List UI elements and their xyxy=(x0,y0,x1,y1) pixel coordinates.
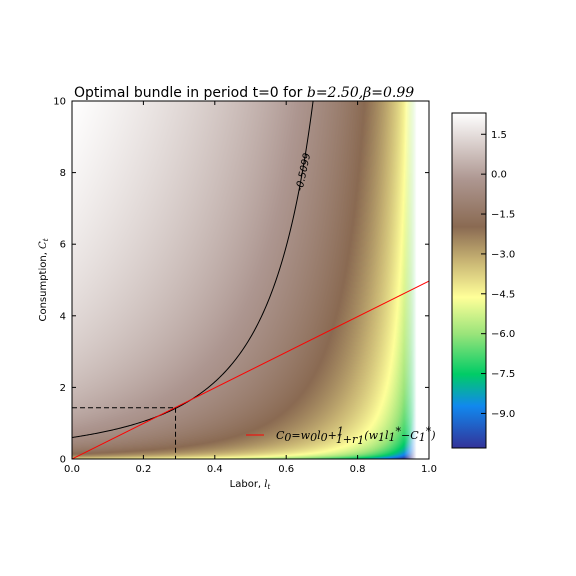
legend: C0=w0l0+1 1+r1(w1l1*−C1*) xyxy=(246,425,435,447)
heatmap-area xyxy=(72,101,429,459)
x-tick-label: 0.8 xyxy=(350,464,366,475)
y-tick-label: 4 xyxy=(60,311,66,322)
legend-label-budget: C0=w0l0+1 1+r1(w1l1*−C1*) xyxy=(276,425,435,447)
colorbar-tick-label: −3.0 xyxy=(491,249,515,260)
x-tick-label: 1.0 xyxy=(421,464,437,475)
colorbar-tick-label: 1.5 xyxy=(491,130,507,141)
y-tick-label: 0 xyxy=(60,455,66,466)
x-axis-label: Labor, lt xyxy=(230,479,271,491)
y-axis-ticks: 0 2 4 6 8 10 xyxy=(53,97,429,466)
y-tick-label: 8 xyxy=(60,168,66,179)
colorbar-tick-label: −6.0 xyxy=(491,329,515,340)
heatmap-canvas xyxy=(72,101,429,459)
colorbar-tick-label: −4.5 xyxy=(491,289,515,300)
x-tick-label: 0.4 xyxy=(207,464,223,475)
colorbar-tick-label: −9.0 xyxy=(491,409,515,420)
plot-frame xyxy=(71,100,430,460)
chart-title: Optimal bundle in period t=0 for b=2.50,… xyxy=(74,85,414,101)
budget-line xyxy=(72,280,429,459)
y-tick-label: 2 xyxy=(60,383,66,394)
chart-title-math: b=2.50,β=0.99 xyxy=(307,85,414,101)
x-axis-ticks: 0.0 0.2 0.4 0.6 0.8 1.0 xyxy=(64,101,437,475)
y-axis-label: Consumption, Ct xyxy=(38,238,50,321)
chart-title-text: Optimal bundle in period t=0 for xyxy=(74,85,307,101)
y-tick-label: 10 xyxy=(53,97,66,108)
y-tick-label: 6 xyxy=(60,240,66,251)
colorbar-tick-label: −7.5 xyxy=(491,369,515,380)
colorbar xyxy=(452,113,486,448)
colorbar-tick-label: −1.5 xyxy=(491,210,515,221)
colorbar-frame xyxy=(451,112,487,449)
x-tick-label: 0.2 xyxy=(135,464,151,475)
colorbar-tick-label: 0.0 xyxy=(491,170,507,181)
x-tick-label: 0.6 xyxy=(278,464,294,475)
colorbar-ticks: 1.5 0.0 −1.5 −3.0 −4.5 −6.0 −7.5 −9.0 xyxy=(481,130,515,420)
x-tick-label: 0.0 xyxy=(64,464,80,475)
